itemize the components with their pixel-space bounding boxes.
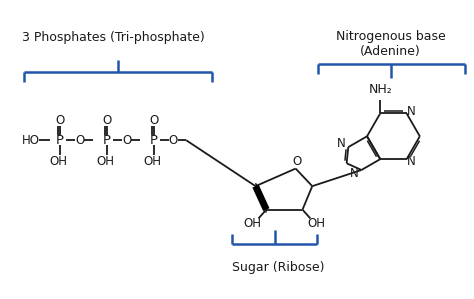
- Text: O: O: [169, 134, 178, 147]
- Text: OH: OH: [307, 217, 325, 230]
- Text: P: P: [150, 134, 158, 147]
- Text: OH: OH: [244, 217, 262, 230]
- Text: N: N: [337, 137, 346, 150]
- Text: NH₂: NH₂: [368, 83, 392, 97]
- Text: OH: OH: [143, 155, 161, 168]
- Text: O: O: [75, 134, 84, 147]
- Text: P: P: [56, 134, 64, 147]
- Text: P: P: [103, 134, 111, 147]
- Text: O: O: [55, 114, 64, 127]
- Text: Nitrogenous base
(Adenine): Nitrogenous base (Adenine): [336, 30, 446, 58]
- Text: O: O: [149, 114, 158, 127]
- Text: O: O: [122, 134, 131, 147]
- Text: N: N: [407, 105, 416, 118]
- Text: HO: HO: [22, 134, 40, 147]
- Text: OH: OH: [96, 155, 114, 168]
- Text: OH: OH: [49, 155, 67, 168]
- Text: N: N: [407, 155, 416, 168]
- Text: 3 Phosphates (Tri-phosphate): 3 Phosphates (Tri-phosphate): [22, 31, 205, 44]
- Text: Sugar (Ribose): Sugar (Ribose): [232, 261, 324, 274]
- Text: O: O: [292, 155, 301, 168]
- Text: O: O: [102, 114, 111, 127]
- Text: N: N: [350, 167, 359, 180]
